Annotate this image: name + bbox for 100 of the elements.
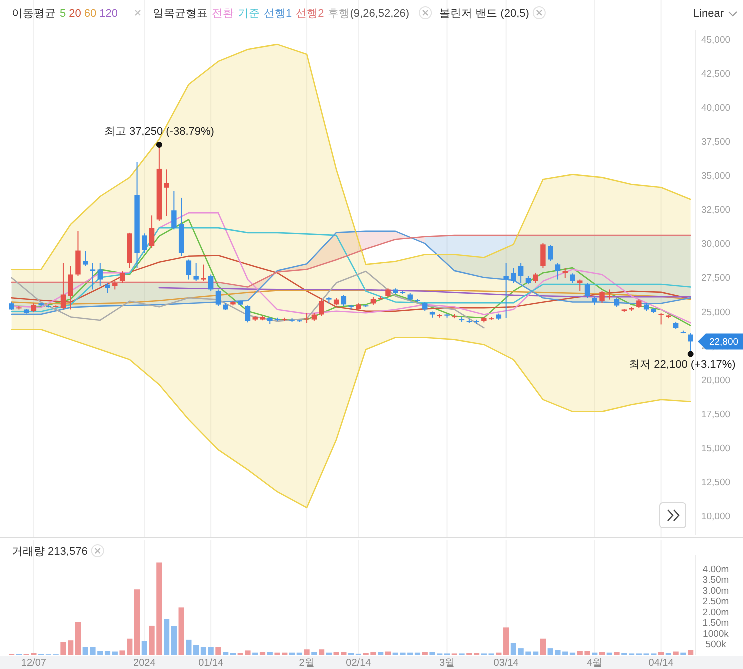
y-tick-label: 12,500	[701, 477, 731, 488]
text: 20	[69, 8, 82, 20]
candlestick	[540, 242, 546, 269]
x-tick-label: 01/14	[198, 658, 224, 669]
candlestick	[658, 312, 664, 326]
bar	[142, 641, 148, 655]
bar	[186, 640, 192, 655]
y-tick-label: 27,500	[701, 273, 731, 284]
candlestick	[201, 264, 206, 282]
y-tick-label: 20,000	[701, 375, 731, 386]
y-tick-label: 15,000	[701, 443, 731, 454]
y-tick-label: 40,000	[701, 103, 731, 114]
candlestick	[304, 312, 310, 324]
text: 120	[100, 8, 118, 20]
x-tick-label: 3월	[439, 658, 456, 669]
candlestick	[90, 262, 96, 290]
text: 선행2	[296, 8, 324, 20]
text: 선행1	[264, 8, 292, 20]
candlestick	[105, 282, 110, 294]
bar	[134, 590, 140, 655]
y-tick-label: 35,000	[701, 171, 731, 182]
y-tick-label: 17,500	[701, 409, 731, 420]
y-tick-label: 2.50m	[702, 596, 730, 608]
bar	[312, 652, 318, 655]
annotation: 최고 37,250 (-38.79%)	[104, 126, 214, 138]
bar	[378, 652, 384, 655]
bar	[385, 652, 392, 655]
y-tick-label: 1000k	[703, 628, 730, 640]
bar	[223, 652, 229, 655]
text: 60	[84, 8, 97, 20]
chart-title: 거래량 213,576	[12, 546, 88, 558]
candlestick	[164, 169, 170, 217]
candlestick	[504, 262, 509, 319]
x-tick-label: 04/14	[648, 658, 674, 669]
bar	[75, 622, 82, 655]
candlestick	[120, 270, 126, 284]
text: (9,26,52,26)	[350, 8, 410, 20]
candlestick	[319, 298, 324, 317]
candlestick	[142, 233, 148, 254]
candlestick	[186, 259, 192, 280]
candlestick	[245, 305, 251, 324]
candlestick	[607, 289, 612, 300]
bar	[171, 626, 177, 655]
y-tick-label: 4.00m	[702, 564, 730, 576]
candlestick	[76, 230, 81, 277]
bar	[216, 647, 222, 655]
bar	[104, 651, 111, 655]
line-series	[11, 255, 692, 312]
bar	[688, 650, 694, 655]
annotation: 최저 22,100 (+3.17%)	[629, 359, 736, 372]
y-tick-label: 45,000	[701, 35, 731, 46]
bar	[599, 652, 606, 655]
bar	[658, 652, 664, 655]
y-tick-label: 32,500	[701, 205, 731, 216]
candlestick	[216, 289, 222, 307]
bar	[319, 650, 325, 655]
text: 일목균형표	[152, 8, 208, 20]
bar	[267, 652, 273, 655]
y-tick-label: 37,500	[701, 137, 731, 148]
x-tick-label: 4월	[587, 658, 603, 669]
bar	[178, 608, 184, 655]
y-tick-label: 500k	[706, 640, 727, 651]
x-tick-label: 2월	[299, 658, 315, 669]
bar	[194, 645, 200, 655]
text: 볼린저 밴드 (20,5)	[440, 8, 530, 20]
line-series	[11, 270, 485, 329]
candlestick	[511, 268, 516, 284]
text: 기준	[238, 8, 260, 20]
x-tick-label: 03/14	[494, 658, 520, 669]
bar	[260, 652, 266, 655]
y-tick-label: 25,000	[701, 307, 731, 318]
candlestick	[584, 282, 590, 299]
text: 전환	[212, 8, 234, 20]
bar	[164, 619, 170, 655]
bar	[614, 652, 620, 655]
candlestick	[83, 250, 88, 267]
text: 후행	[328, 8, 350, 20]
bar	[208, 647, 214, 655]
x-tick-label: 2024	[134, 658, 156, 669]
y-tick-label: 10,000	[701, 511, 731, 522]
candlestick	[98, 262, 103, 287]
bar	[540, 638, 546, 655]
y-tick-label: 1.50m	[702, 618, 730, 630]
text: 22,800	[709, 337, 739, 348]
text: Linear	[693, 8, 724, 20]
y-tick-label: 3.50m	[702, 575, 730, 586]
y-tick-label: 30,000	[701, 239, 731, 250]
y-tick-label: 42,500	[701, 69, 731, 80]
candlestick	[518, 262, 524, 284]
bar	[504, 628, 510, 655]
bar	[673, 652, 679, 655]
line-series	[11, 44, 692, 270]
candlestick	[149, 215, 155, 249]
candlestick	[68, 266, 74, 310]
bar	[422, 652, 428, 655]
bar	[112, 652, 118, 655]
candlestick	[578, 279, 583, 292]
text: 이동평균	[12, 8, 56, 20]
line-series	[11, 290, 692, 305]
y-tick-label: 3.00m	[702, 586, 730, 597]
